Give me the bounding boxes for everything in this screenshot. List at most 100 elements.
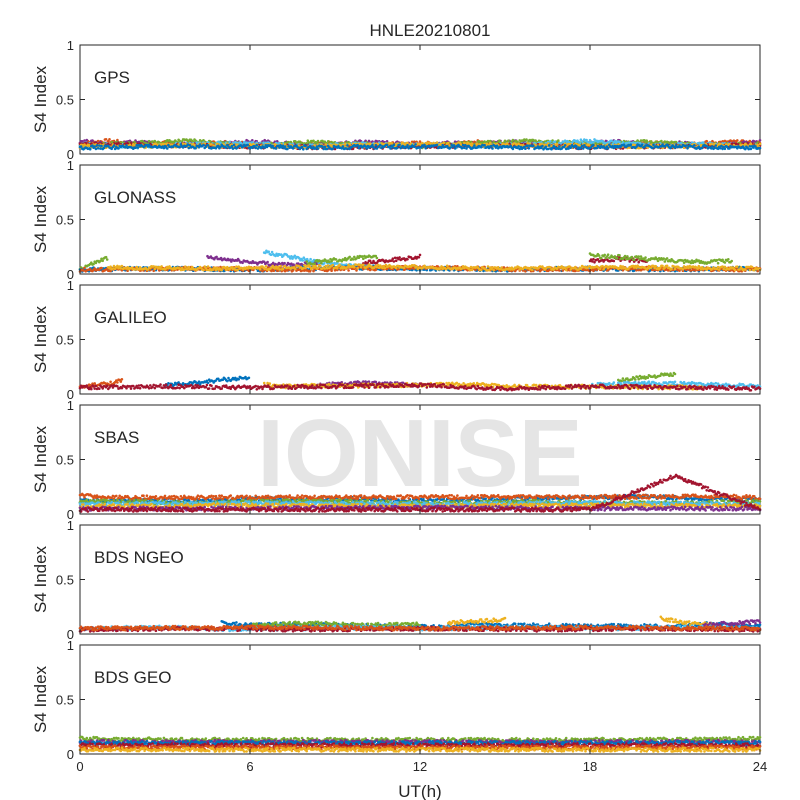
data-point xyxy=(742,140,746,143)
data-point xyxy=(715,258,719,262)
data-point xyxy=(597,254,601,257)
data-point xyxy=(93,145,96,148)
data-point xyxy=(705,139,708,143)
data-point xyxy=(324,143,328,146)
data-point xyxy=(626,255,629,258)
data-point xyxy=(228,140,231,144)
data-point xyxy=(210,143,213,146)
data-point xyxy=(749,147,753,151)
data-point xyxy=(569,146,572,149)
figure-title: HNLE20210801 xyxy=(370,21,491,40)
data-point xyxy=(348,255,352,259)
data-point xyxy=(365,147,369,150)
data-point xyxy=(375,256,379,260)
data-point xyxy=(670,140,673,143)
data-point xyxy=(702,141,705,144)
data-point xyxy=(656,259,660,263)
data-point xyxy=(316,139,320,143)
data-point xyxy=(558,145,561,148)
data-point xyxy=(283,261,286,265)
data-point xyxy=(414,143,417,146)
data-point xyxy=(241,261,244,265)
data-point xyxy=(321,145,324,148)
data-point xyxy=(435,141,439,144)
data-point xyxy=(651,146,654,150)
data-point xyxy=(309,257,312,261)
data-point xyxy=(92,262,95,266)
data-point xyxy=(716,261,720,265)
data-point xyxy=(304,144,307,148)
data-point xyxy=(79,145,83,148)
data-point xyxy=(491,147,494,150)
data-point xyxy=(553,140,557,143)
data-point xyxy=(748,139,752,143)
data-point xyxy=(406,258,409,261)
data-point xyxy=(490,144,493,148)
data-point xyxy=(136,146,140,149)
data-point xyxy=(681,259,685,262)
data-point xyxy=(266,260,269,264)
data-point xyxy=(406,141,409,145)
data-point xyxy=(312,139,315,143)
data-point xyxy=(630,255,634,259)
data-point xyxy=(532,144,535,147)
data-point xyxy=(592,141,595,144)
y-tick-label: 0.5 xyxy=(56,93,74,108)
data-point xyxy=(758,142,762,146)
data-point xyxy=(723,147,727,151)
data-point xyxy=(104,255,108,259)
data-point xyxy=(615,257,619,260)
data-point xyxy=(224,146,228,150)
data-point xyxy=(525,138,528,141)
y-axis-label: S4 Index xyxy=(31,65,50,133)
data-point xyxy=(391,257,395,261)
data-point xyxy=(112,144,116,147)
data-point xyxy=(563,144,567,147)
data-point xyxy=(88,147,92,151)
data-point xyxy=(346,144,349,147)
data-point xyxy=(652,143,655,147)
data-point xyxy=(398,143,401,147)
data-point xyxy=(612,259,616,263)
data-point xyxy=(116,138,119,142)
data-point xyxy=(758,139,762,142)
data-point xyxy=(638,257,642,261)
data-point xyxy=(197,146,201,149)
data-point xyxy=(293,254,297,258)
data-point xyxy=(154,142,158,146)
data-point xyxy=(495,144,499,148)
data-point xyxy=(747,147,750,151)
data-point xyxy=(385,140,389,143)
data-point xyxy=(524,147,527,150)
data-point xyxy=(353,255,356,259)
data-point xyxy=(313,262,316,266)
data-point xyxy=(134,146,137,149)
data-point xyxy=(356,143,360,147)
data-point xyxy=(748,145,752,148)
data-point xyxy=(685,144,688,147)
data-point xyxy=(507,139,510,142)
data-point xyxy=(348,142,352,146)
data-point xyxy=(418,253,422,257)
data-point xyxy=(489,141,492,145)
data-point xyxy=(693,144,696,147)
data-point xyxy=(555,142,559,146)
data-point xyxy=(394,259,398,263)
data-point xyxy=(442,141,446,144)
data-point xyxy=(734,142,738,146)
data-point xyxy=(392,260,396,263)
data-point xyxy=(585,138,588,142)
data-point xyxy=(413,145,416,149)
data-point xyxy=(286,147,289,151)
data-point xyxy=(331,147,335,151)
data-point xyxy=(503,139,507,143)
data-point xyxy=(464,143,467,147)
data-point xyxy=(580,144,584,148)
data-point xyxy=(736,139,739,142)
data-point xyxy=(637,255,640,258)
data-point xyxy=(625,257,628,261)
data-point xyxy=(447,141,450,145)
data-point xyxy=(147,139,151,143)
data-point xyxy=(588,138,592,142)
data-point xyxy=(719,146,722,150)
